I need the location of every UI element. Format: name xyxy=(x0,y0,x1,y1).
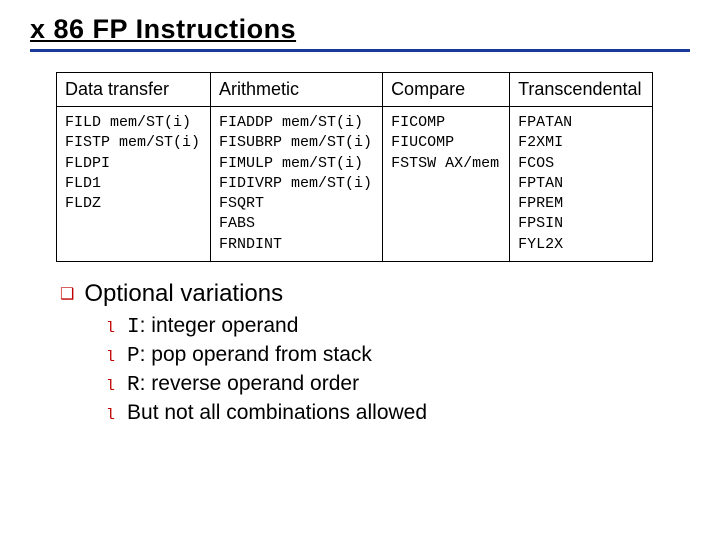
list-item-text: R: reverse operand order xyxy=(127,372,359,397)
list-item-text: But not all combinations allowed xyxy=(127,401,427,425)
list-item: l But not all combinations allowed xyxy=(106,401,690,425)
l-bullet-icon: l xyxy=(106,407,115,424)
l-bullet-icon: l xyxy=(106,378,115,395)
section-heading: ❑ Optional variations xyxy=(60,280,690,308)
th-data-transfer: Data transfer xyxy=(57,73,211,107)
list-item-text: P: pop operand from stack xyxy=(127,343,372,368)
td-data-transfer: FILD mem/ST(i)FISTP mem/ST(i)FLDPIFLD1FL… xyxy=(57,107,211,262)
square-bullet-icon: ❑ xyxy=(60,284,74,304)
td-arithmetic: FIADDP mem/ST(i)FISUBRP mem/ST(i)FIMULP … xyxy=(211,107,383,262)
td-compare: FICOMPFIUCOMPFSTSW AX/mem xyxy=(383,107,510,262)
list-item-text: I: integer operand xyxy=(127,314,298,339)
list-item: l I: integer operand xyxy=(106,314,690,339)
l-bullet-icon: l xyxy=(106,320,115,337)
list-item: l R: reverse operand order xyxy=(106,372,690,397)
code-letter: P xyxy=(127,345,140,368)
list-item: l P: pop operand from stack xyxy=(106,343,690,368)
code-letter: I xyxy=(127,316,140,339)
code-letter: R xyxy=(127,374,140,397)
slide-title: x 86 FP Instructions xyxy=(30,14,690,45)
bullet-list: ❑ Optional variations l I: integer operan… xyxy=(60,280,690,425)
th-transcendental: Transcendental xyxy=(510,73,652,107)
title-rule xyxy=(30,49,690,52)
td-transcendental: FPATANF2XMIFCOSFPTANFPREMFPSINFYL2X xyxy=(510,107,652,262)
th-compare: Compare xyxy=(383,73,510,107)
th-arithmetic: Arithmetic xyxy=(211,73,383,107)
l-bullet-icon: l xyxy=(106,349,115,366)
section-text: Optional variations xyxy=(84,280,283,308)
instruction-table: Data transfer Arithmetic Compare Transce… xyxy=(56,72,653,262)
